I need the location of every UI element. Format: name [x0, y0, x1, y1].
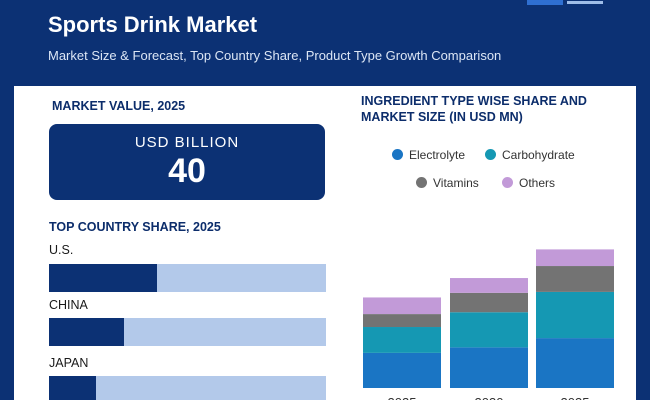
legend-label-others: Others — [519, 176, 556, 190]
country-label-japan: JAPAN — [49, 356, 89, 370]
bar-segment-electrolyte-2035 — [536, 338, 614, 388]
legend-swatch-vitamins — [416, 177, 427, 188]
bar-segment-others-2030 — [450, 278, 528, 293]
legend-label-electrolyte: Electrolyte — [409, 148, 466, 162]
x-tick-label-2025: 2025 — [388, 395, 417, 400]
bar-segment-vitamins-2030 — [450, 292, 528, 313]
bar-segment-carbohydrate-2035 — [536, 291, 614, 339]
bar-segment-carbohydrate-2025 — [363, 327, 441, 353]
ingredient-heading-line1: INGREDIENT TYPE WISE SHARE AND — [361, 94, 587, 108]
ingredient-heading-line2: MARKET SIZE (IN USD MN) — [361, 110, 523, 124]
country-bar-japan — [49, 376, 326, 400]
bar-segment-others-2025 — [363, 297, 441, 315]
legend-item-electrolyte: Electrolyte — [392, 148, 465, 162]
bar-segment-vitamins-2035 — [536, 266, 614, 292]
bar-segment-others-2035 — [536, 249, 614, 267]
country-bar-china — [49, 318, 326, 346]
country-label-china: CHINA — [49, 298, 88, 312]
page-subtitle: Market Size & Forecast, Top Country Shar… — [48, 48, 502, 63]
country-share-heading: TOP COUNTRY SHARE, 2025 — [49, 220, 221, 234]
legend-item-carbohydrate: Carbohydrate — [485, 148, 575, 162]
brand-logo — [527, 0, 603, 5]
legend-label-carbohydrate: Carbohydrate — [502, 148, 575, 162]
bar-segment-carbohydrate-2030 — [450, 312, 528, 348]
market-value-number: 40 — [168, 152, 206, 190]
country-bar-fill-us — [49, 264, 158, 292]
header — [0, 0, 650, 84]
country-bar-fill-japan — [49, 376, 97, 400]
market-value-card: USD BILLION 40 — [49, 124, 325, 200]
country-bar-us — [49, 264, 326, 292]
logo-block — [527, 0, 563, 5]
market-value-unit: USD BILLION — [134, 134, 240, 151]
logo-line — [567, 1, 603, 4]
bar-segment-vitamins-2025 — [363, 314, 441, 328]
x-tick-label-2030: 2030 — [475, 395, 504, 400]
bar-segment-electrolyte-2025 — [363, 352, 441, 388]
legend-item-others: Others — [502, 176, 555, 190]
legend-label-vitamins: Vitamins — [433, 176, 479, 190]
legend-item-vitamins: Vitamins — [416, 176, 479, 190]
page-title: Sports Drink Market — [48, 12, 258, 37]
legend-swatch-electrolyte — [392, 149, 403, 160]
country-bar-fill-china — [49, 318, 124, 346]
country-label-us: U.S. — [49, 243, 74, 257]
legend-swatch-carbohydrate — [485, 149, 496, 160]
stacked-bar-chart: 2025 2030 2035 — [363, 249, 614, 400]
x-tick-label-2035: 2035 — [561, 395, 590, 400]
bar-segment-electrolyte-2030 — [450, 347, 528, 388]
legend-swatch-others — [502, 177, 513, 188]
market-value-heading: MARKET VALUE, 2025 — [52, 99, 186, 113]
